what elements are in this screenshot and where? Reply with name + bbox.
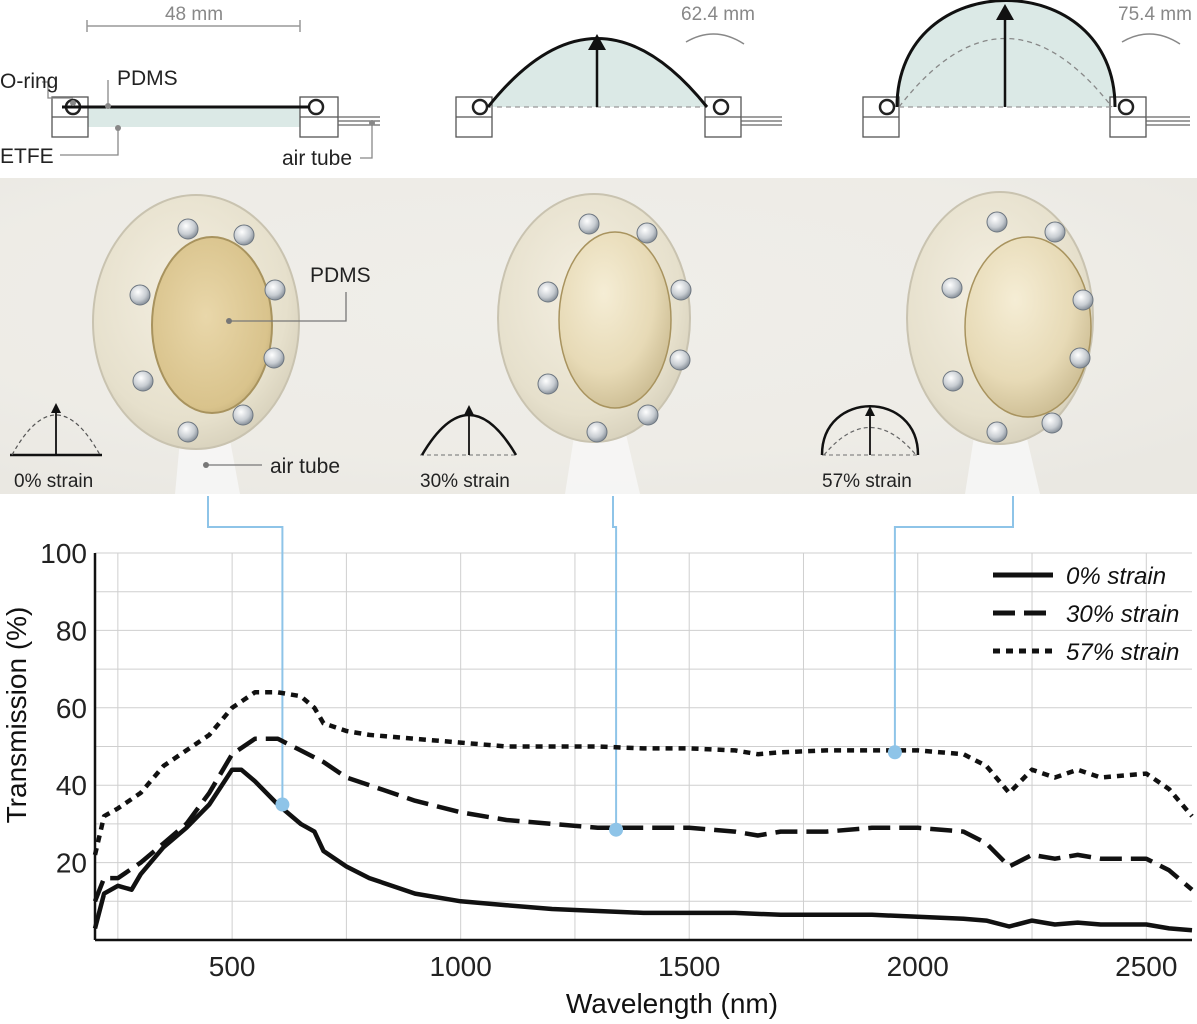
schematic-57: 75.4 mm (862, 0, 1192, 138)
chart-series (92, 690, 1194, 933)
label-pdms-photo: PDMS (310, 264, 371, 287)
y-axis-title: Transmission (%) (1, 607, 32, 824)
device-photo-0 (92, 194, 300, 494)
series-line-dashed (92, 736, 1194, 903)
label-air-tube-top: air tube (282, 147, 352, 170)
label-etfe: ETFE (0, 145, 54, 168)
strain-label-2: 57% strain (822, 471, 912, 492)
strain-label-0: 0% strain (14, 471, 93, 492)
strain-connectors (207, 496, 1014, 830)
transmission-chart: 20 40 60 80 100 500 1000 1500 2000 2500 Waveleng… (1, 496, 1194, 1019)
schematic-flat: 48 mm O-ring PDMS ETFE air tube (0, 4, 380, 170)
data-marker (609, 822, 624, 837)
connector-line (612, 496, 618, 830)
x-tick-labels: 500 1000 1500 2000 2500 (209, 951, 1178, 982)
dimension-57: 75.4 mm (1118, 4, 1192, 25)
connector-line (207, 496, 284, 805)
strain-icon-1 (420, 405, 518, 456)
x-tick-label: 500 (209, 951, 256, 982)
data-marker (887, 745, 902, 760)
y-tick-label: 20 (56, 848, 87, 879)
x-tick-label: 2000 (887, 951, 949, 982)
strain-icon-2 (820, 405, 920, 456)
photo-band: PDMS air tube (0, 178, 1197, 494)
series-line-solid (92, 767, 1193, 933)
label-pdms-top: PDMS (117, 67, 178, 90)
x-tick-label: 1000 (430, 951, 492, 982)
y-tick-label: 40 (56, 770, 87, 801)
label-air-tube-photo: air tube (270, 455, 340, 478)
chart-legend: 0% strain 30% strain 57% strain (993, 563, 1179, 666)
y-tick-labels: 20 40 60 80 100 (40, 538, 87, 879)
chart-markers (275, 745, 902, 837)
x-axis-title: Wavelength (nm) (566, 988, 778, 1019)
legend-label: 57% strain (1066, 639, 1179, 666)
x-tick-label: 1500 (658, 951, 720, 982)
legend-label: 0% strain (1066, 563, 1166, 590)
device-photo-1 (497, 193, 692, 494)
device-photo-2 (906, 191, 1094, 494)
series-line-dotted (92, 690, 1194, 856)
schematic-30: 62.4 mm (455, 4, 782, 138)
y-tick-label: 60 (56, 693, 87, 724)
strain-icon-0 (10, 403, 102, 457)
y-tick-label: 100 (40, 538, 87, 569)
chart-gridlines (95, 552, 1192, 940)
data-marker (275, 797, 290, 812)
x-tick-label: 2500 (1115, 951, 1177, 982)
dimension-flat: 48 mm (165, 4, 223, 25)
dimension-30: 62.4 mm (681, 4, 755, 25)
strain-label-1: 30% strain (420, 471, 510, 492)
label-o-ring: O-ring (0, 70, 58, 93)
y-tick-label: 80 (56, 615, 87, 646)
legend-label: 30% strain (1066, 601, 1179, 628)
connector-line (893, 496, 1014, 753)
